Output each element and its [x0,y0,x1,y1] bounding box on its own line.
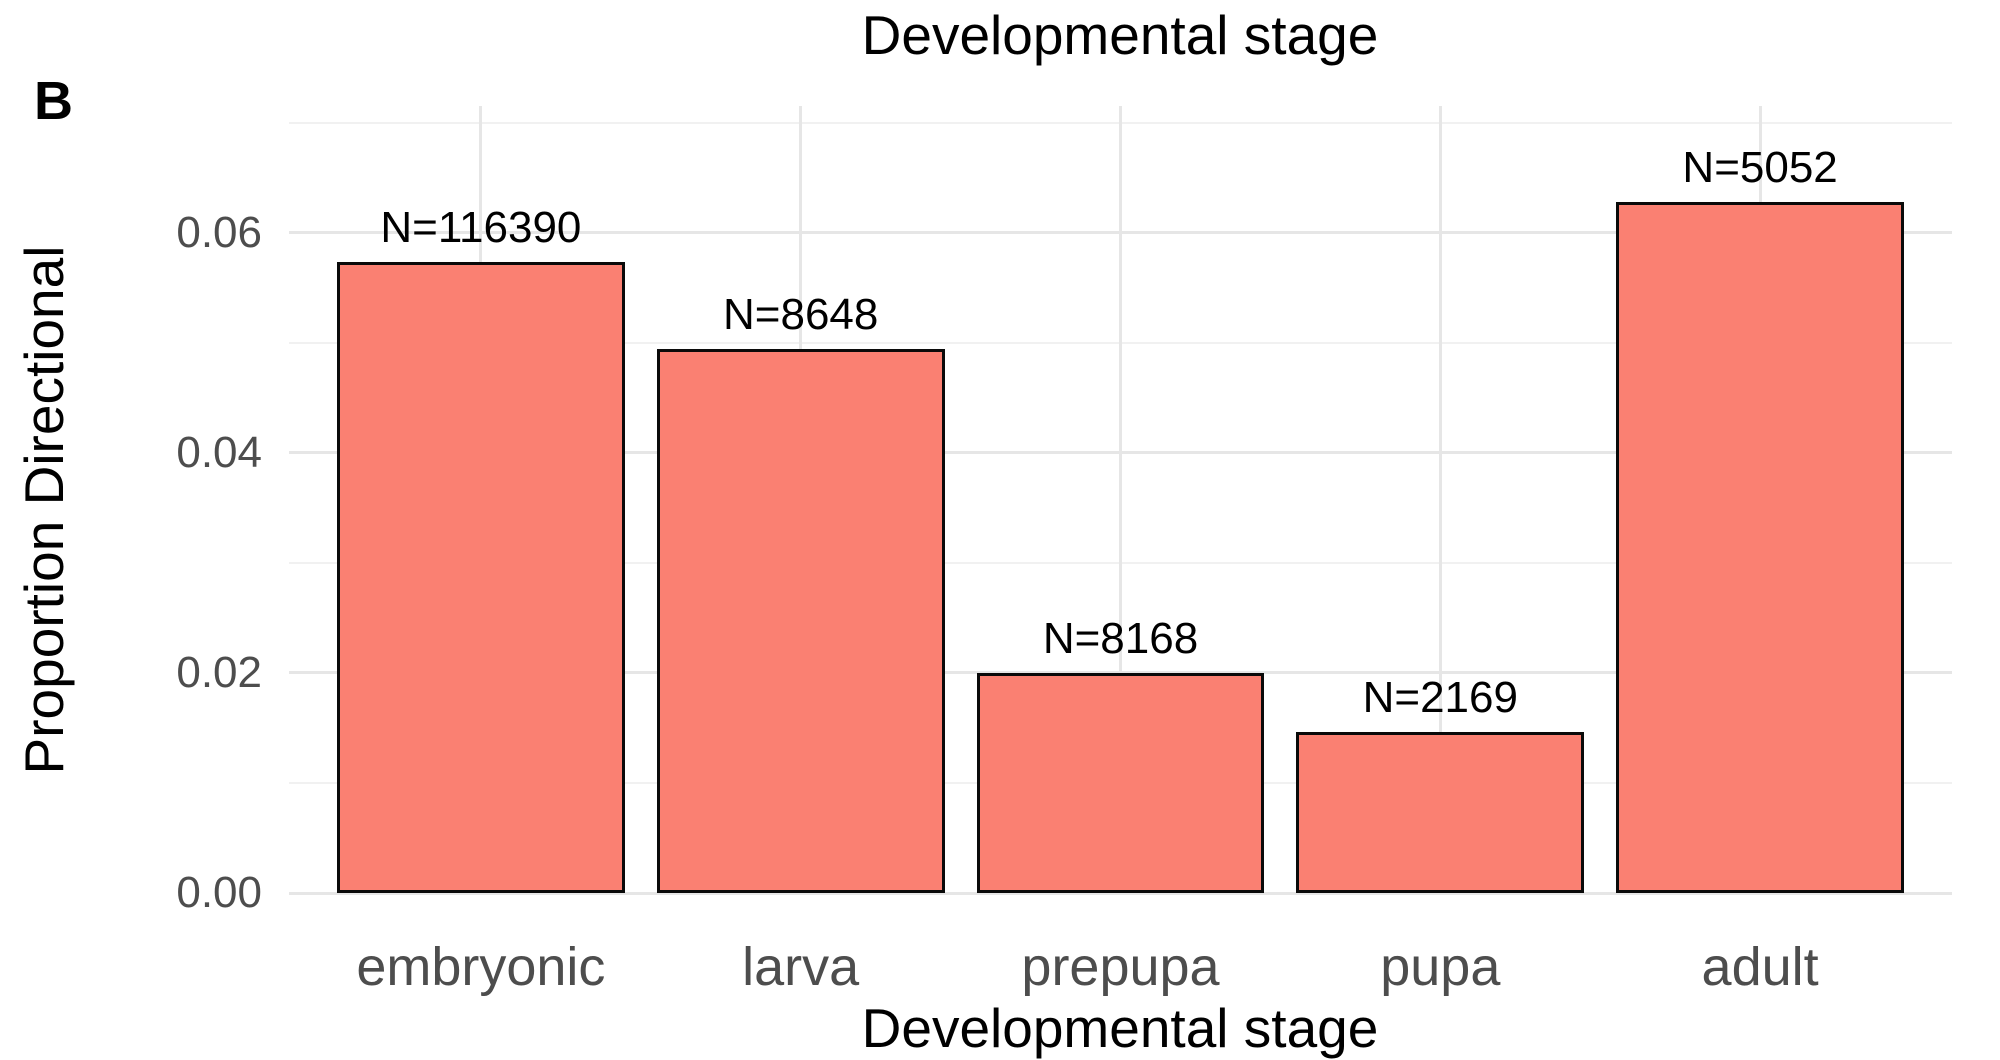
gridline-major [289,891,1952,895]
bar-pupa [1296,732,1585,893]
bar-count-label: N=8648 [723,290,879,340]
plot-area: N=116390 N=8648 N=8168 N=2169 N=5052 [289,106,1952,895]
gridline-vertical [1438,106,1442,893]
bar-adult [1616,201,1904,893]
x-tick-label-pupa: pupa [1380,937,1501,997]
bar-count-label: N=2169 [1362,673,1518,723]
x-tick-label-embryonic: embryonic [356,937,606,997]
y-tick-label: 0.04 [176,427,262,477]
plot-title: Developmental stage [861,4,1379,66]
panel-letter-label: B [34,71,73,131]
bar-prepupa [976,672,1265,893]
bar-count-label: N=8168 [1042,613,1199,663]
y-tick-label: 0.06 [176,207,262,257]
bar-larva [656,349,945,893]
x-tick-label-prepupa: prepupa [1021,937,1220,997]
bar-count-label: N=5052 [1682,142,1838,192]
gridline-vertical [1119,106,1122,893]
x-axis-title: Developmental stage [861,997,1379,1059]
bar-count-label: N=116390 [380,203,582,253]
y-tick-label: 0.02 [176,647,262,697]
x-tick-label-adult: adult [1701,937,1819,997]
x-tick-label-larva: larva [742,937,860,997]
bar-embryonic [336,262,625,893]
y-tick-label: 0.00 [176,868,262,917]
